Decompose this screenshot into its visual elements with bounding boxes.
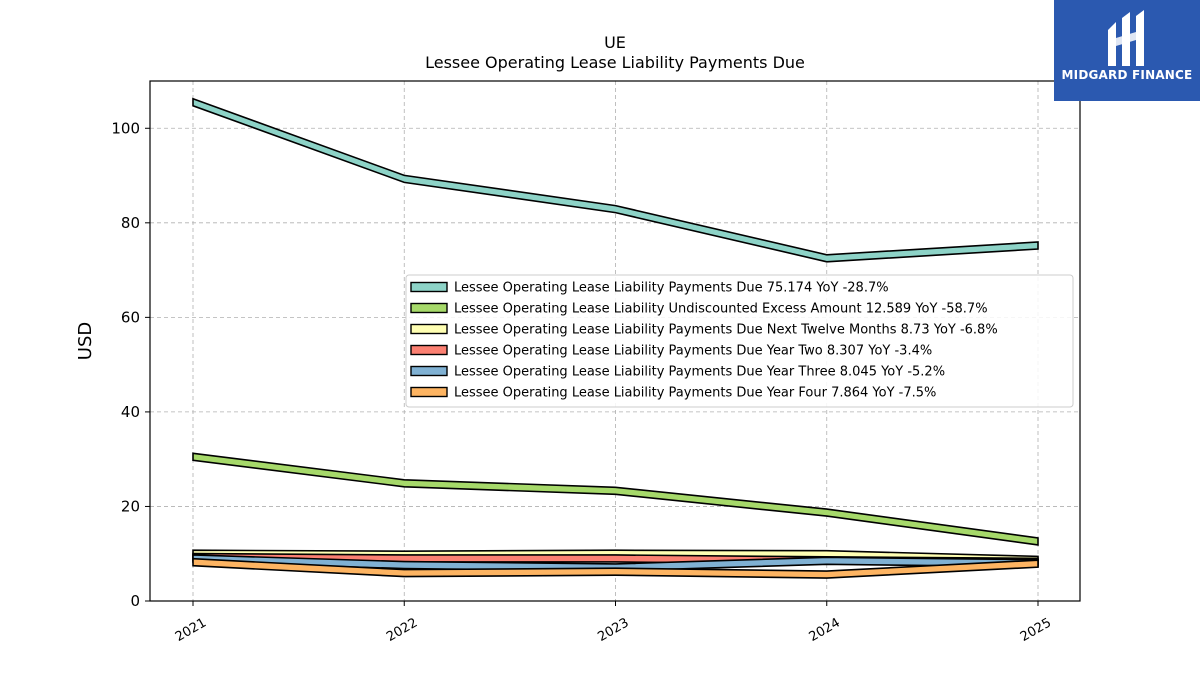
y-tick-label: 100	[111, 119, 140, 137]
logo-mark-icon	[1108, 10, 1144, 66]
y-tick-label: 40	[121, 403, 140, 421]
y-axis-label: USD	[75, 322, 96, 360]
x-tick-label: 2022	[384, 615, 420, 645]
legend-entry: Lessee Operating Lease Liability Payment…	[454, 344, 932, 359]
legend-entry: Lessee Operating Lease Liability Payment…	[454, 323, 998, 338]
legend-entry: Lessee Operating Lease Liability Payment…	[454, 386, 936, 401]
legend-swatch	[410, 344, 448, 356]
series-line-0	[192, 97, 1039, 263]
legend-swatch	[410, 365, 448, 377]
x-tick-label: 2024	[807, 615, 843, 645]
series-line-1	[192, 452, 1039, 546]
y-tick-label: 20	[121, 497, 140, 515]
chart-subtitle: Lessee Operating Lease Liability Payment…	[425, 53, 805, 72]
y-tick-label: 0	[130, 592, 140, 610]
legend-swatch	[410, 323, 448, 335]
series-group	[192, 97, 1039, 579]
series-line-5	[192, 557, 1039, 579]
x-tick-label: 2021	[173, 615, 209, 645]
chart-title: UE	[604, 33, 626, 52]
x-tick-label: 2023	[595, 615, 631, 645]
legend-frame	[405, 274, 1074, 408]
logo-text: MIDGARD FINANCE	[1061, 68, 1193, 82]
legend: Lessee Operating Lease Liability Payment…	[405, 274, 1074, 408]
brand-logo: MIDGARD FINANCE	[1054, 0, 1200, 101]
legend-entry: Lessee Operating Lease Liability Payment…	[454, 281, 889, 296]
legend-swatch	[410, 302, 448, 314]
legend-swatch	[410, 386, 448, 398]
legend-entry: Lessee Operating Lease Liability Undisco…	[454, 302, 988, 317]
legend-swatch	[410, 281, 448, 293]
y-tick-label: 60	[121, 308, 140, 326]
x-tick-label: 2025	[1018, 615, 1054, 645]
legend-entry: Lessee Operating Lease Liability Payment…	[454, 365, 945, 380]
y-tick-label: 80	[121, 214, 140, 232]
